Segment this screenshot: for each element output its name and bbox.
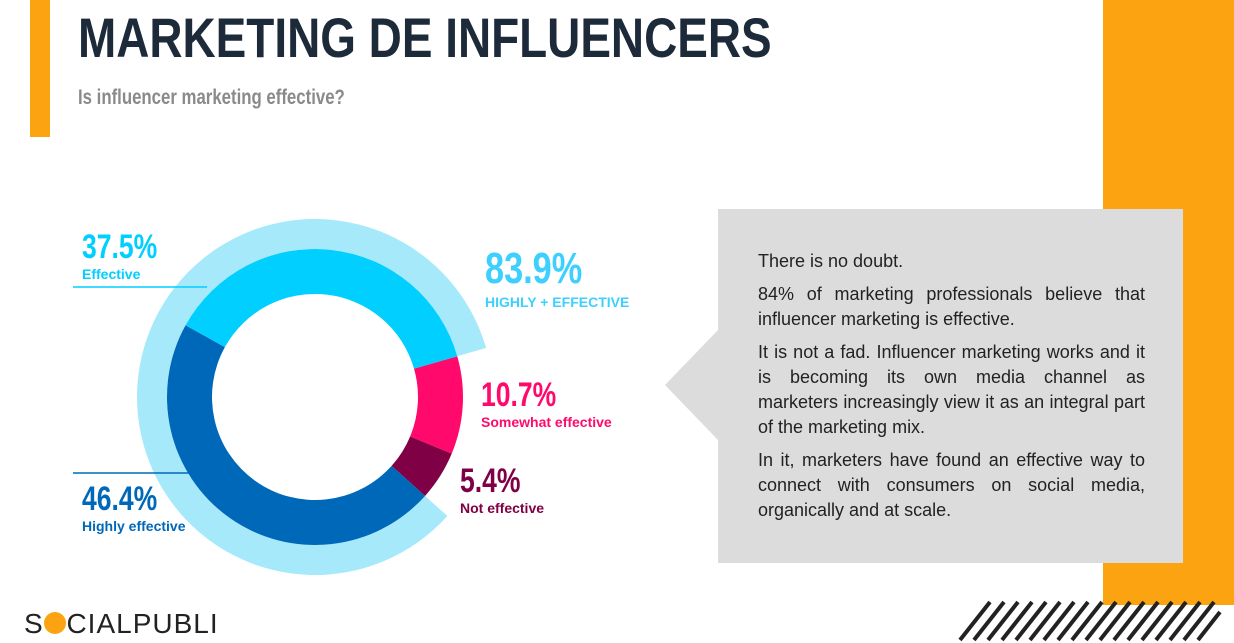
value-label: 10.7% bbox=[481, 376, 556, 414]
note-box: There is no doubt. 84% of marketing profe… bbox=[718, 209, 1183, 563]
title: MARKETING DE INFLUENCERS bbox=[78, 7, 772, 69]
donut-slice bbox=[166, 325, 426, 546]
pointer bbox=[665, 330, 718, 440]
hatch bbox=[958, 600, 1222, 642]
category-label: Effective bbox=[82, 266, 141, 282]
orange-bar bbox=[30, 0, 50, 137]
value-label: 5.4% bbox=[460, 462, 520, 500]
category-label: Somewhat effective bbox=[481, 414, 612, 430]
category-label: Not effective bbox=[460, 500, 544, 516]
note-paragraph: In it, marketers have found an effective… bbox=[758, 450, 1145, 520]
category-label: Highly effective bbox=[82, 518, 186, 534]
total-value-label: 83.9% bbox=[485, 244, 582, 293]
note-paragraph: There is no doubt. bbox=[758, 251, 904, 271]
donut-slice bbox=[185, 249, 458, 369]
donut-slice bbox=[410, 356, 463, 454]
logo-icon bbox=[44, 612, 66, 634]
value-label: 37.5% bbox=[82, 228, 157, 266]
note-paragraph: 84% of marketing professionals believe t… bbox=[758, 284, 1145, 329]
value-label: 46.4% bbox=[82, 480, 157, 518]
subtitle: Is influencer marketing effective? bbox=[78, 86, 345, 109]
total-label: HIGHLY + EFFECTIVE bbox=[485, 294, 629, 310]
note-paragraph: It is not a fad. Influencer marketing wo… bbox=[758, 342, 1145, 437]
donut-slice bbox=[391, 436, 452, 496]
